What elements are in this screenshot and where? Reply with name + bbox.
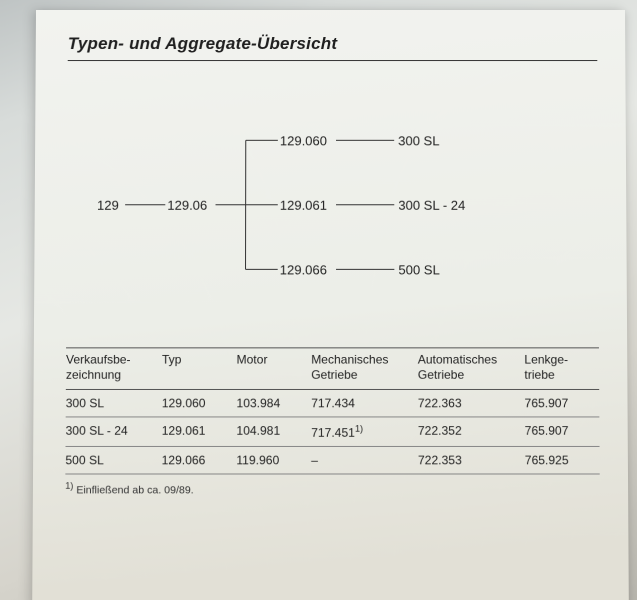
table-row: 500 SL129.066119.960–722.353765.925 <box>65 446 599 474</box>
table-footnote: 1) Einfließend ab ca. 09/89. <box>65 481 600 497</box>
table-cell-2-4: 722.353 <box>418 446 525 474</box>
tree-connectors <box>66 99 598 311</box>
table-cell-1-4: 722.352 <box>418 417 525 447</box>
tree-model-2: 500 SL <box>398 262 439 277</box>
table-cell-1-3: 717.4511) <box>311 417 418 447</box>
aggregates-table: Verkaufsbe-zeichnungTypMotorMechanisches… <box>65 347 600 496</box>
table-cell-2-3: – <box>311 446 418 474</box>
table-header-2: Motor <box>236 348 311 390</box>
table-cell-0-5: 765.907 <box>524 389 599 416</box>
title-rule <box>68 60 598 61</box>
table-header-3: MechanischesGetriebe <box>311 348 418 390</box>
type-tree-diagram: 129 129.06 129.060 300 SL 129.061 300 SL - 24… <box>66 99 598 311</box>
table-row: 300 SL129.060103.984717.434722.363765.90… <box>66 389 600 416</box>
table-cell-1-2: 104.981 <box>236 417 311 447</box>
page-title: Typen- und Aggregate-Übersicht <box>68 34 598 54</box>
table-cell-0-1: 129.060 <box>162 389 237 416</box>
footnote-marker: 1) <box>65 481 73 491</box>
tree-code-2: 129.066 <box>280 262 327 277</box>
table-cell-1-1: 129.061 <box>162 417 237 447</box>
table-head: Verkaufsbe-zeichnungTypMotorMechanisches… <box>66 348 599 390</box>
document-page: Typen- und Aggregate-Übersicht 129 129.06… <box>32 10 629 600</box>
table-cell-2-2: 119.960 <box>236 446 311 474</box>
table-cell-0-4: 722.363 <box>418 389 525 416</box>
aggregates-table-element: Verkaufsbe-zeichnungTypMotorMechanisches… <box>65 347 599 474</box>
tree-root: 129 <box>97 198 119 213</box>
table-cell-1-5: 765.907 <box>525 417 600 447</box>
table-body: 300 SL129.060103.984717.434722.363765.90… <box>65 389 599 474</box>
footnote-text: Einfließend ab ca. 09/89. <box>76 484 193 496</box>
table-cell-0-0: 300 SL <box>66 389 162 416</box>
table-header-0: Verkaufsbe-zeichnung <box>66 348 162 390</box>
tree-model-1: 300 SL - 24 <box>398 198 465 213</box>
tree-code-1: 129.061 <box>280 198 327 213</box>
table-header-row: Verkaufsbe-zeichnungTypMotorMechanisches… <box>66 348 599 390</box>
tree-code-0: 129.060 <box>280 133 327 148</box>
table-cell-2-5: 765.925 <box>525 446 600 474</box>
table-cell-2-0: 500 SL <box>65 446 161 474</box>
tree-sub: 129.06 <box>167 198 207 213</box>
title-section: Typen- und Aggregate-Übersicht <box>68 34 598 61</box>
table-cell-1-0: 300 SL - 24 <box>65 417 161 447</box>
table-header-5: Lenkge-triebe <box>524 348 599 390</box>
table-cell-0-3: 717.434 <box>311 389 418 416</box>
tree-model-0: 300 SL <box>398 133 439 148</box>
table-header-4: AutomatischesGetriebe <box>418 348 525 390</box>
table-cell-2-1: 129.066 <box>162 446 237 474</box>
table-cell-0-2: 103.984 <box>236 389 311 416</box>
table-header-1: Typ <box>162 348 237 390</box>
table-row: 300 SL - 24129.061104.981717.4511)722.35… <box>65 417 599 447</box>
